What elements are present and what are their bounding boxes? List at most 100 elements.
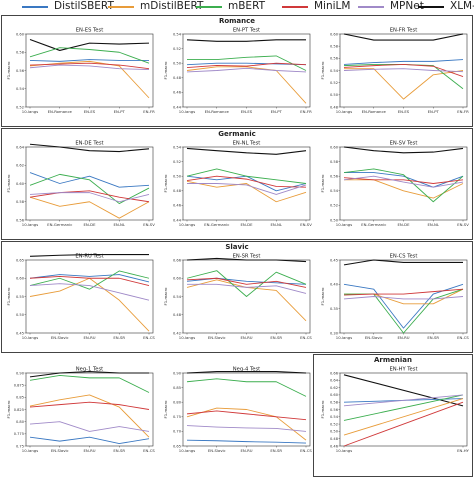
y-tick-label: 0.85 — [173, 386, 181, 390]
legend-swatch-mpnet — [358, 6, 384, 8]
chart-title: EN-SR Test — [233, 254, 261, 260]
y-tick-label: 0.54 — [330, 69, 339, 73]
chart-panel-4: EN-DE Test F1-macro 0.56 0.58 0.60 0.62 0.64 10… — [6, 141, 155, 228]
y-axis-label: F1-macro — [163, 174, 168, 193]
x-tick-label: 10-langs — [22, 222, 38, 227]
legend: DistilSBERT mDistilBERT mBERT MiniLM MPNet XL… — [0, 0, 474, 14]
chart-panel-12: EN-HY Test F1-macro 0.46 0.48 0.50 0.52 0.54 0.… — [320, 367, 470, 454]
y-tick-label: 0.58 — [330, 401, 339, 405]
y-tick-label: 0.60 — [330, 145, 339, 149]
series-line-minilm — [343, 401, 464, 447]
series-line-mdistilbert — [186, 66, 307, 104]
series-line-distilsbert — [343, 59, 464, 65]
x-tick-label: EN-CS — [457, 335, 469, 340]
y-tick-label: 0.60 — [16, 277, 25, 281]
x-tick-label: EN-FR — [457, 109, 469, 114]
series-line-distilsbert — [29, 274, 150, 283]
y-tick-label: 0.48 — [330, 105, 339, 109]
chart-title: EN-PT Test — [233, 28, 260, 34]
y-tick-label: 0.62 — [16, 164, 24, 168]
y-tick-label: 0.40 — [330, 283, 339, 287]
series-line-mpnet — [29, 421, 150, 432]
x-tick-label: EN-Germanic — [361, 222, 386, 227]
legend-label-xlmr: XLM-R — [450, 0, 474, 12]
y-axis-label: F1-macro — [163, 287, 168, 306]
x-tick-label: EN-PT — [271, 109, 283, 114]
series-line-minilm — [343, 288, 464, 296]
legend-swatch-xlmr — [418, 6, 444, 8]
y-tick-label: 0.52 — [330, 204, 338, 208]
y-tick-label: 0.60 — [173, 277, 182, 281]
series-line-minilm — [186, 175, 307, 188]
chart-panel-1: EN-ES Test F1-macro 0.52 0.54 0.56 0.58 0.60 10… — [6, 28, 155, 115]
y-tick-label: 0.70 — [173, 430, 182, 434]
x-tick-label: 10-langs — [336, 109, 352, 114]
series-line-mpnet — [343, 296, 464, 300]
series-line-xlmr — [186, 370, 307, 374]
y-tick-label: 0.775 — [14, 432, 24, 436]
group-germanic: Germanic — [1, 128, 473, 240]
y-axis-label: F1-macro — [163, 400, 168, 419]
series-line-distilsbert — [186, 439, 307, 444]
series-line-xlmr — [343, 259, 463, 266]
y-tick-label: 0.50 — [16, 313, 25, 317]
y-tick-label: 0.54 — [330, 189, 339, 193]
chart-panel-9: EN-CS Test F1-macro 0.30 0.35 0.40 0.45 10-lan… — [320, 254, 469, 341]
series-line-mdistilbert — [186, 180, 307, 203]
series-line-distilsbert — [186, 62, 307, 66]
y-tick-label: 0.46 — [173, 204, 182, 208]
y-tick-label: 0.58 — [16, 200, 25, 204]
x-tick-label: EN-NL — [113, 222, 125, 227]
x-tick-label: EN-RU — [83, 335, 95, 340]
legend-label-mdistilbert: mDistilBERT — [140, 0, 204, 12]
legend-swatch-distilsbert — [22, 6, 48, 8]
y-tick-label: 0.48 — [173, 189, 182, 193]
x-tick-label: 10-langs — [336, 448, 352, 453]
series-line-mbert — [186, 270, 307, 297]
y-tick-label: 0.52 — [173, 160, 181, 164]
series-line-mpnet — [29, 192, 150, 203]
y-tick-label: 0.60 — [330, 393, 339, 397]
chart-title: Neg-1 Test — [76, 367, 103, 373]
y-tick-label: 0.60 — [16, 182, 25, 186]
legend-label-minilm: MiniLM — [314, 0, 351, 12]
y-axis-label: F1-macro — [6, 174, 11, 193]
legend-label-mbert: mBERT — [228, 0, 266, 12]
y-tick-label: 0.54 — [173, 32, 182, 36]
series-line-mdistilbert — [343, 398, 464, 436]
x-tick-label: EN-SR — [270, 335, 282, 340]
x-tick-label: EN-Germanic — [204, 222, 229, 227]
chart-title: Neg-4 Test — [233, 367, 260, 373]
x-tick-label: EN-NL — [427, 222, 439, 227]
x-tick-label: EN-CS — [300, 335, 312, 340]
x-tick-label: EN-RU — [240, 335, 252, 340]
x-tick-label: EN-CS — [143, 448, 155, 453]
y-tick-label: 0.58 — [16, 51, 25, 55]
series-line-mbert — [186, 378, 307, 397]
x-tick-label: 10-langs — [22, 335, 38, 340]
group-title-armenian: Armenian — [373, 356, 412, 364]
y-tick-label: 0.35 — [330, 307, 338, 311]
series-line-distilsbert — [29, 59, 149, 62]
series-line-mdistilbert — [29, 196, 150, 219]
y-tick-label: 0.60 — [330, 32, 339, 36]
y-tick-label: 0.54 — [330, 415, 339, 419]
series-line-mbert — [187, 55, 307, 71]
series-line-mpnet — [343, 175, 464, 188]
y-axis-label: F1-macro — [6, 61, 11, 80]
y-tick-label: 0.42 — [173, 331, 181, 335]
series-line-mpnet — [29, 283, 150, 301]
x-tick-label: 10-langs — [336, 222, 352, 227]
x-tick-label: EN-SV — [300, 222, 312, 227]
y-tick-label: 0.80 — [173, 401, 182, 405]
x-tick-label: EN-RU — [240, 448, 252, 453]
group-title-romance: Romance — [218, 17, 256, 25]
series-line-xlmr — [29, 253, 149, 257]
series-line-xlmr — [29, 370, 149, 378]
series-line-minilm — [343, 177, 464, 184]
chart-title: EN-DE Test — [75, 141, 103, 147]
y-tick-label: 0.85 — [16, 396, 24, 400]
x-tick-label: EN-HY — [457, 448, 469, 453]
x-tick-label: 10-langs — [22, 448, 38, 453]
chart-panel-6: EN-SV Test F1-macro 0.50 0.52 0.54 0.56 0.58 0.… — [320, 141, 469, 228]
